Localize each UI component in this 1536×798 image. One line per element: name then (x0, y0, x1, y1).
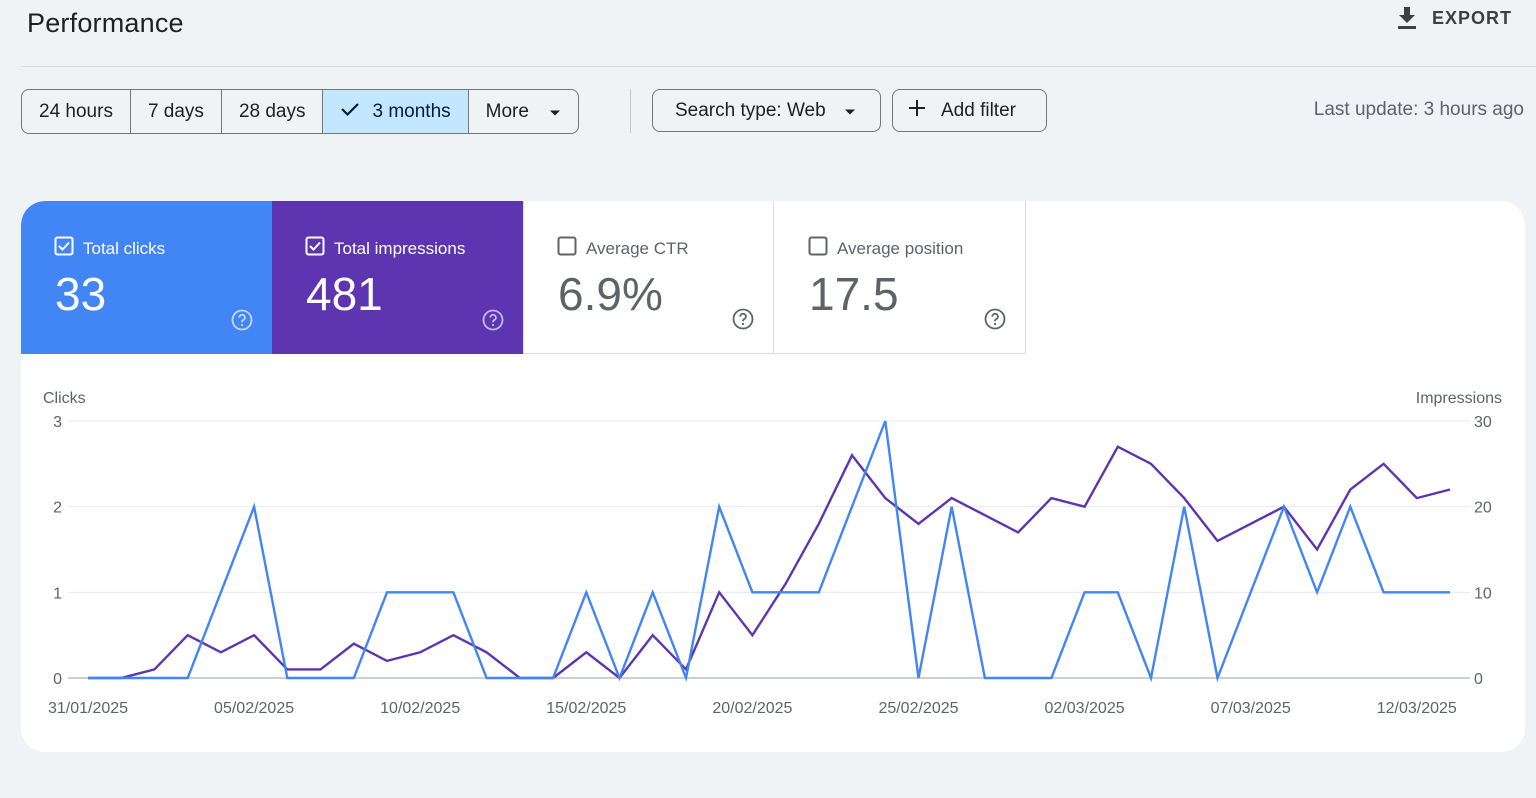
range-label: 24 hours (39, 100, 113, 122)
help-icon[interactable] (732, 308, 754, 335)
y-right-axis-title: Impressions (1416, 390, 1502, 407)
range-label: 7 days (147, 100, 204, 122)
series-line-clicks (88, 420, 1450, 683)
y-left-tick-label: 2 (53, 500, 62, 517)
y-right-tick-label: 0 (1474, 671, 1483, 688)
x-tick-label: 10/02/2025 (380, 700, 460, 717)
metric-value: 33 (55, 268, 107, 320)
y-left-tick-label: 3 (53, 414, 62, 431)
help-icon[interactable] (482, 309, 504, 336)
x-tick-label: 12/03/2025 (1377, 700, 1457, 717)
range-label: More (485, 100, 529, 122)
metric-header: Total impressions (305, 236, 465, 261)
x-tick-label: 02/03/2025 (1045, 700, 1125, 717)
header-divider (21, 66, 1536, 67)
performance-card: Total clicks 33 Total impressions 481 Av… (21, 201, 1525, 752)
plus-icon (907, 98, 927, 124)
x-tick-label: 25/02/2025 (878, 700, 958, 717)
add-filter-label: Add filter (941, 99, 1016, 121)
y-left-tick-label: 0 (53, 671, 62, 688)
metric-value: 6.9% (558, 268, 663, 320)
metric-label: Total clicks (83, 238, 166, 258)
metric-average-position[interactable]: Average position 17.5 (775, 201, 1026, 354)
search-type-dropdown[interactable]: Search type: Web (652, 89, 881, 132)
search-type-label: Search type: Web (675, 99, 826, 121)
metric-average-ctr[interactable]: Average CTR 6.9% (523, 201, 774, 354)
date-range-selector: 24 hours 7 days 28 days 3 months More (21, 89, 579, 134)
range-label: 3 months (372, 100, 451, 122)
x-tick-label: 15/02/2025 (546, 700, 626, 717)
metric-header: Total clicks (54, 236, 165, 261)
caret-down-icon (549, 101, 561, 123)
y-right-tick-label: 30 (1474, 414, 1492, 431)
help-icon[interactable] (984, 308, 1006, 335)
add-filter-button[interactable]: Add filter (892, 89, 1047, 132)
checkbox-unchecked-icon[interactable] (557, 236, 577, 261)
metric-label: Average position (837, 238, 964, 258)
checkbox-unchecked-icon[interactable] (808, 236, 828, 261)
range-7-days[interactable]: 7 days (131, 90, 222, 133)
y-left-axis-title: Clicks (43, 390, 86, 407)
metric-header: Average position (808, 236, 963, 261)
range-label: 28 days (238, 100, 306, 122)
x-tick-label: 31/01/2025 (48, 700, 128, 717)
range-more-dropdown[interactable]: More (469, 90, 578, 133)
page-title: Performance (27, 8, 184, 38)
checkmark-icon (340, 101, 360, 123)
x-tick-label: 20/02/2025 (712, 700, 792, 717)
toolbar-divider (630, 89, 631, 133)
range-3-months[interactable]: 3 months (323, 90, 469, 133)
metric-header: Average CTR (557, 236, 689, 261)
help-icon[interactable] (231, 309, 253, 336)
checkbox-checked-icon[interactable] (54, 236, 74, 261)
download-icon (1396, 6, 1418, 30)
last-update-text: Last update: 3 hours ago (1313, 99, 1524, 120)
metric-value: 17.5 (809, 268, 899, 320)
export-label: EXPORT (1431, 7, 1512, 28)
checkbox-checked-icon[interactable] (305, 236, 325, 261)
series-line-impressions (88, 445, 1451, 680)
x-tick-label: 05/02/2025 (214, 700, 294, 717)
metric-value: 481 (306, 268, 383, 320)
caret-down-icon (844, 100, 856, 122)
metric-total-impressions[interactable]: Total impressions 481 (272, 201, 523, 354)
y-left-tick-label: 1 (53, 585, 62, 602)
export-button[interactable]: EXPORT (1396, 6, 1512, 30)
metric-label: Average CTR (586, 238, 689, 258)
range-28-days[interactable]: 28 days (222, 90, 324, 133)
range-24-hours[interactable]: 24 hours (22, 90, 131, 133)
metric-label: Total impressions (334, 238, 466, 258)
metric-total-clicks[interactable]: Total clicks 33 (21, 201, 272, 354)
y-right-tick-label: 10 (1474, 585, 1492, 602)
y-right-tick-label: 20 (1474, 500, 1492, 517)
x-tick-label: 07/03/2025 (1211, 700, 1291, 717)
